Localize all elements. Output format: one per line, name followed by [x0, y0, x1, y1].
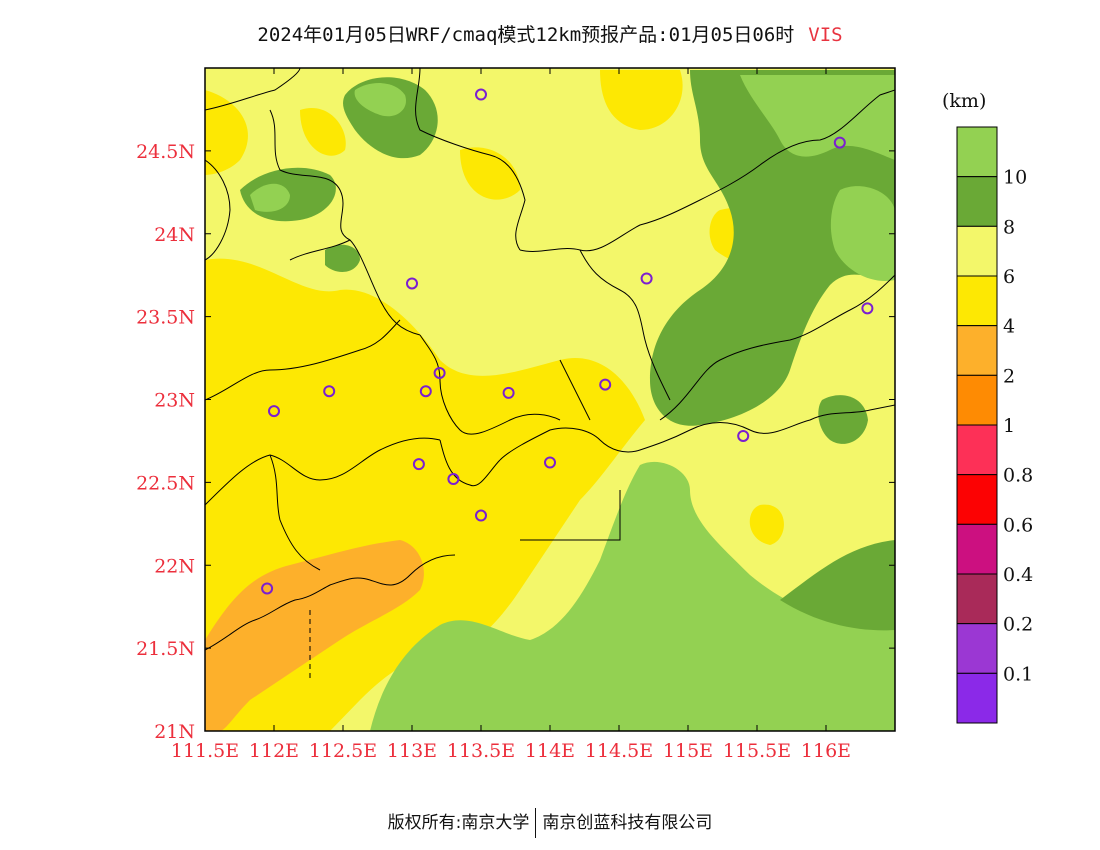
- footer-copyright: 版权所有:南京大学: [387, 813, 530, 833]
- station-marker: [406, 277, 418, 290]
- colorbar-swatch: [956, 573, 998, 625]
- footer-divider: [535, 808, 537, 838]
- x-tick-label: 115E: [663, 740, 713, 762]
- x-tick-label: 111.5E: [171, 740, 239, 762]
- station-marker: [640, 272, 653, 285]
- x-tick-label: 115.5E: [723, 740, 791, 762]
- colorbar-label: 8: [1003, 216, 1015, 238]
- station-marker: [833, 136, 846, 149]
- x-tick-label: 113.5E: [447, 740, 515, 762]
- station-marker: [475, 88, 487, 101]
- colorbar-label: 0.6: [1003, 514, 1033, 536]
- colorbar-label: 0.4: [1003, 564, 1033, 586]
- colorbar-label: 0.2: [1003, 614, 1033, 636]
- colorbar-label: 2: [1003, 365, 1015, 387]
- colorbar-swatch: [956, 325, 998, 376]
- y-tick-label: 24N: [154, 224, 195, 246]
- colorbar-label: 10: [1003, 167, 1027, 189]
- station-marker: [475, 509, 487, 522]
- colorbar-label: 0.1: [1003, 663, 1033, 685]
- footer: 版权所有:南京大学 南京创蓝科技有限公司: [0, 808, 1100, 838]
- station-marker: [323, 385, 336, 398]
- y-axis: 21N 21.5N 22N 22.5N 23N 23.5N 24N 24.5N: [136, 141, 895, 743]
- x-tick-label: 114E: [525, 740, 575, 762]
- colorbar-label: 6: [1003, 266, 1015, 288]
- station-marker: [261, 582, 274, 595]
- colorbar-label: 4: [1003, 316, 1015, 338]
- colorbar-swatch: [956, 126, 998, 178]
- title-text: 2024年01月05日WRF/cmaq模式12km预报产品:01月05日06时: [257, 24, 795, 46]
- footer-company: 南京创蓝科技有限公司: [542, 813, 713, 833]
- colorbar-swatch: [956, 275, 998, 327]
- x-tick-label: 113E: [387, 740, 437, 762]
- admin-boundaries: [205, 68, 895, 680]
- x-tick-label: 116E: [801, 740, 851, 762]
- y-tick-label: 22N: [154, 555, 195, 577]
- station-marker: [447, 473, 460, 486]
- y-tick-label: 21.5N: [136, 638, 195, 660]
- colorbar-swatch: [956, 424, 998, 476]
- colorbar-swatch: [956, 623, 998, 674]
- x-tick-label: 112E: [249, 740, 299, 762]
- colorbar-unit: (km): [942, 90, 986, 112]
- colorbar-swatch: [956, 474, 998, 525]
- colorbar-swatch: [956, 672, 998, 724]
- station-marker: [268, 405, 280, 418]
- station-marker: [599, 378, 612, 391]
- variable-name: VIS: [808, 24, 843, 46]
- vis-contour-fill: [205, 68, 895, 731]
- x-tick-label: 112.5E: [309, 740, 377, 762]
- y-tick-label: 21N: [154, 721, 195, 743]
- y-tick-label: 23.5N: [136, 307, 195, 329]
- colorbar-label: 0.8: [1003, 465, 1033, 487]
- colorbar-swatch: [956, 225, 998, 277]
- station-marker: [419, 385, 432, 398]
- station-marker: [861, 302, 874, 315]
- map-title: 2024年01月05日WRF/cmaq模式12km预报产品:01月05日06时 V…: [0, 20, 1100, 47]
- x-axis: 111.5E 112E 112.5E 113E 113.5E 114E 114.5E 115E…: [171, 68, 851, 762]
- station-marker: [412, 458, 425, 471]
- colorbar-swatch: [956, 523, 998, 575]
- y-tick-label: 24.5N: [136, 141, 195, 163]
- x-tick-label: 114.5E: [585, 740, 653, 762]
- station-markers: [261, 88, 874, 595]
- colorbar-label: 1: [1003, 415, 1015, 437]
- station-marker: [544, 456, 556, 469]
- y-tick-label: 22.5N: [136, 472, 195, 494]
- station-marker: [433, 366, 446, 379]
- colorbar: (km) 10 8 6 4 2 1 0.8 0.6 0.4 0.2 0.1: [942, 90, 1033, 724]
- y-tick-label: 23N: [154, 390, 195, 412]
- station-marker: [502, 386, 515, 399]
- colorbar-swatch: [956, 374, 998, 426]
- colorbar-swatch: [956, 176, 998, 227]
- station-marker: [737, 429, 750, 442]
